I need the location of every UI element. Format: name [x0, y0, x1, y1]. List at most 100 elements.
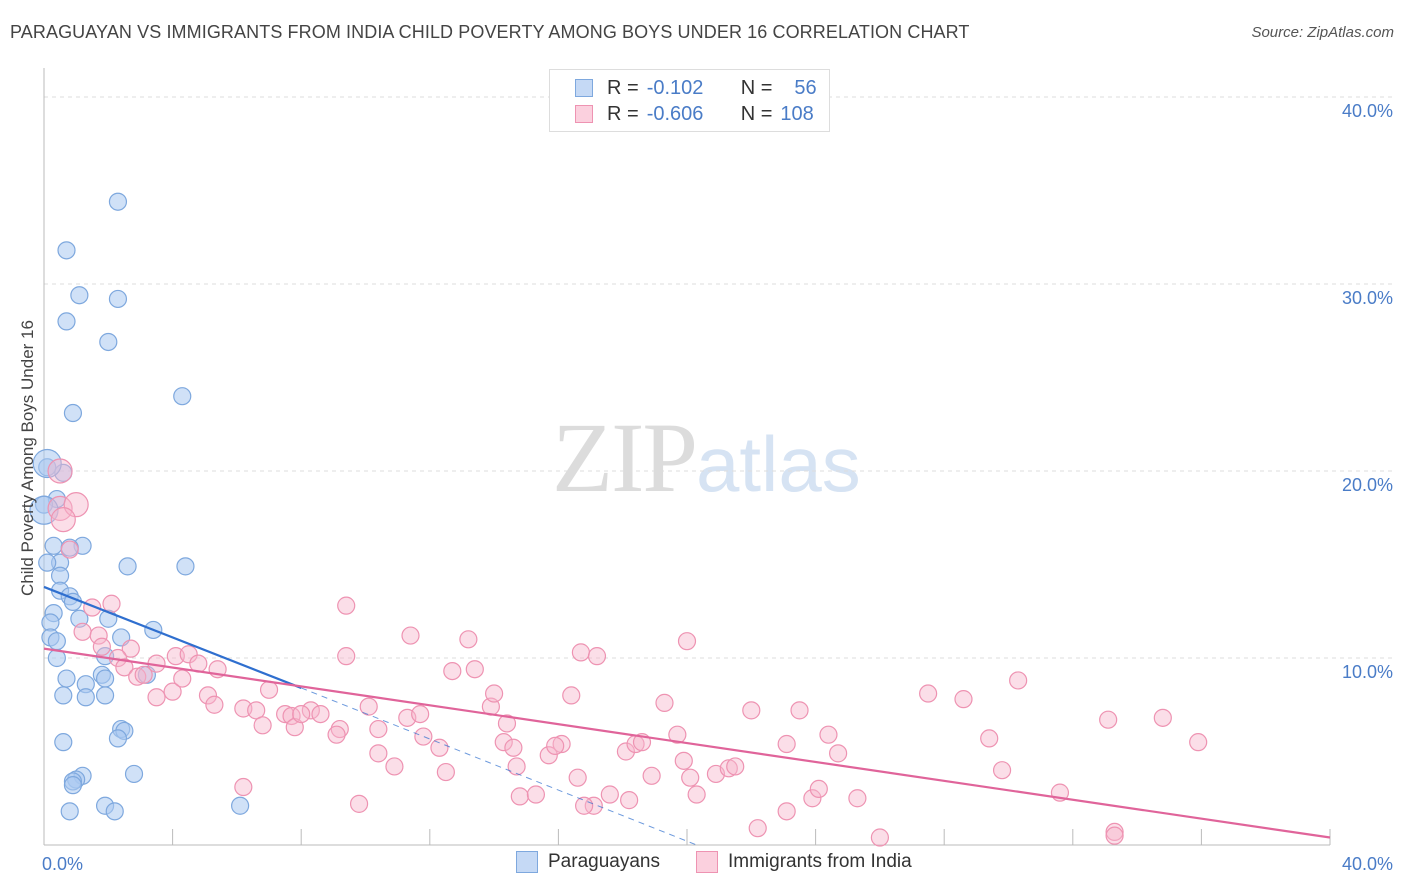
india-point — [134, 665, 153, 684]
india-point — [600, 785, 619, 804]
india-point — [568, 768, 587, 787]
india-point — [539, 746, 558, 765]
india-point — [829, 744, 848, 763]
paraguayans-points — [29, 192, 250, 821]
watermark-zip: ZIP — [552, 402, 698, 513]
paraguayans-point — [38, 553, 57, 572]
india-point — [485, 684, 504, 703]
india-point — [494, 733, 513, 752]
india-point — [919, 684, 938, 703]
paraguayans-point — [231, 796, 250, 815]
legend-r-value: -0.102 — [646, 76, 704, 99]
paraguayans-point — [99, 332, 118, 352]
legend-row-paraguayans: R = -0.102 N = 56 — [575, 75, 817, 101]
paraguayans-point — [54, 686, 73, 705]
paraguayans-point — [173, 387, 192, 406]
india-point — [102, 594, 121, 613]
india-point — [198, 686, 218, 705]
india-point — [562, 686, 581, 705]
tick-labels: 10.0% 20.0% 30.0% 40.0% 0.0% 40.0% — [42, 101, 1393, 874]
chart-title: PARAGUAYAN VS IMMIGRANTS FROM INDIA CHIL… — [10, 22, 970, 42]
paraguayans-point — [54, 733, 73, 752]
paraguayans-trend-line — [43, 585, 302, 689]
legend-swatch-pink — [575, 105, 593, 123]
legend-r-label: R = — [607, 102, 639, 125]
india-point — [1189, 733, 1208, 752]
india-point — [642, 766, 661, 785]
india-point — [301, 701, 320, 720]
india-point — [668, 725, 687, 744]
india-point — [1009, 671, 1028, 690]
paraguayans-point — [70, 286, 89, 305]
india-point — [954, 690, 973, 709]
india-point — [748, 819, 767, 838]
india-point — [369, 744, 388, 763]
paraguayans-point — [47, 632, 66, 651]
legend-row-india: R = -0.606 N = 108 — [575, 101, 814, 127]
paraguayans-point — [57, 312, 76, 331]
india-point — [259, 680, 279, 699]
india-point — [89, 626, 108, 645]
series-label-india: Immigrants from India — [728, 851, 912, 872]
legend-n-label: N = — [740, 76, 773, 99]
india-point — [50, 507, 76, 533]
india-point — [777, 802, 796, 821]
india-point — [128, 667, 147, 686]
india-point — [465, 660, 484, 679]
axes — [43, 68, 1331, 846]
india-point — [436, 762, 455, 782]
paraguayans-point — [60, 802, 79, 821]
india-point — [848, 789, 867, 808]
india-point — [92, 637, 111, 656]
legend-n-label: N = — [740, 102, 773, 125]
stats-legend: R = -0.102 N = 56 R = -0.606 N = 108 — [549, 69, 830, 132]
paraguayans-point — [57, 241, 76, 260]
india-point — [411, 704, 430, 724]
india-point — [620, 791, 639, 810]
paraguayans-trend-extension — [301, 687, 697, 846]
trend-lines — [43, 585, 1331, 846]
y-tick-label: 20.0% — [1342, 475, 1393, 495]
paraguayans-point — [95, 669, 115, 688]
india-point — [459, 630, 478, 649]
india-point — [742, 701, 761, 720]
india-point — [552, 734, 571, 754]
india-point — [809, 779, 828, 799]
legend-swatch-blue — [575, 79, 593, 97]
india-point — [73, 622, 92, 641]
series-legend-india: Immigrants from India — [696, 851, 912, 873]
india-point — [147, 688, 166, 707]
india-point — [401, 626, 420, 645]
india-point — [777, 734, 796, 754]
india-point — [584, 796, 603, 815]
paraguayans-point — [108, 289, 128, 309]
y-tick-label: 40.0% — [1342, 101, 1393, 121]
india-point — [571, 643, 591, 662]
paraguayans-point — [63, 403, 83, 423]
india-point — [285, 718, 304, 737]
india-point — [173, 669, 192, 688]
india-point — [60, 540, 79, 559]
legend-n-value: 56 — [794, 76, 817, 99]
india-point — [63, 492, 89, 518]
india-point — [587, 647, 607, 666]
india-point — [337, 647, 356, 666]
india-point — [253, 716, 272, 735]
india-point — [819, 725, 838, 744]
india-point — [179, 645, 198, 664]
india-trend-line — [43, 647, 1331, 839]
india-point — [385, 757, 404, 776]
paraguayans-point — [108, 729, 128, 748]
india-point — [677, 632, 697, 651]
india-point — [790, 701, 809, 720]
paraguayans-point — [118, 557, 137, 576]
india-point — [349, 794, 369, 813]
series-swatch-pink — [696, 851, 718, 873]
paraguayans-point — [44, 536, 63, 555]
watermark-atlas: atlas — [696, 420, 861, 508]
india-point — [414, 727, 433, 746]
india-point — [803, 789, 822, 808]
paraguayans-point — [105, 802, 124, 821]
legend-r-value: -0.606 — [646, 102, 704, 125]
